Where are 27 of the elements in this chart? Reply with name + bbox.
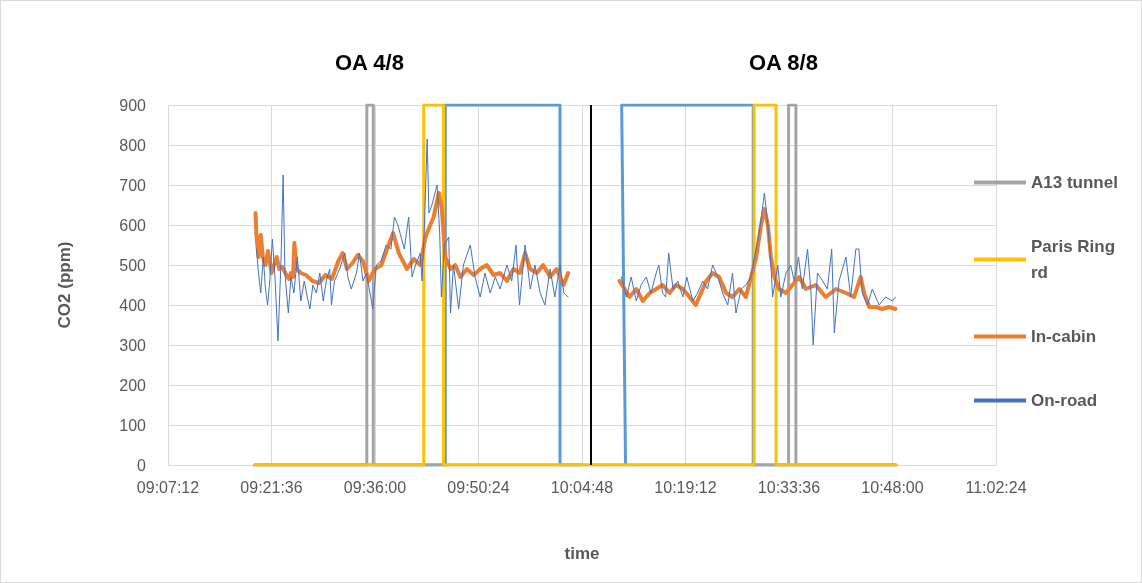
x-tick-label: 10:33:36 [757, 478, 821, 496]
x-tick-label: 09:36:00 [343, 478, 407, 496]
x-tick-label: 09:07:12 [136, 478, 200, 496]
y-tick-label: 0 [137, 456, 147, 474]
y-tick-label: 400 [119, 296, 147, 314]
x-axis-title: time [564, 544, 600, 563]
x-tick-label: 10:19:12 [654, 478, 717, 496]
legend-label: On-road [1031, 391, 1098, 410]
x-tick-label: 11:02:24 [965, 478, 1027, 496]
legend-label: A13 tunnel [1031, 173, 1118, 192]
y-tick-label: 100 [119, 416, 147, 434]
x-tick-label: 10:04:48 [550, 478, 614, 496]
y-tick-label: 700 [119, 176, 147, 194]
y-tick-label: 200 [119, 376, 147, 394]
y-tick-label: 300 [119, 336, 147, 354]
text: OA 8/8 [749, 49, 818, 75]
y-axis-title: CO2 (ppm) [55, 241, 74, 329]
y-tick-label: 900 [119, 96, 147, 114]
x-tick-label: 10:48:00 [861, 478, 924, 496]
text: OA 4/8 [335, 49, 404, 75]
y-tick-label: 500 [119, 256, 147, 274]
x-tick-label: 09:21:36 [240, 478, 303, 496]
y-tick-label: 800 [119, 136, 147, 154]
y-tick-label: 600 [119, 216, 147, 234]
x-tick-label: 09:50:24 [447, 478, 510, 496]
legend-label: In-cabin [1031, 327, 1097, 346]
legend-label: Paris Ring rd [1031, 237, 1120, 282]
